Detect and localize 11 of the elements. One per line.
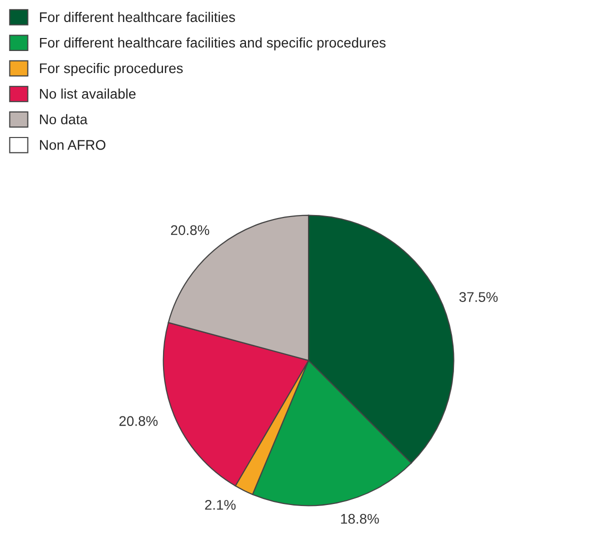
- legend-label: Non AFRO: [40, 140, 106, 150]
- legend-label: For specific procedures: [40, 62, 183, 76]
- legend-label: For different healthcare facilities: [40, 12, 235, 22]
- legend-label: No list available: [40, 88, 136, 99]
- data-label: 20.8%: [171, 225, 210, 236]
- data-label: 18.8%: [341, 514, 379, 524]
- legend-label: For different healthcare facilities and specific procedures: [40, 37, 386, 50]
- data-label: 2.1%: [205, 500, 236, 510]
- legend-label: No data: [40, 114, 88, 124]
- data-label: 20.8%: [119, 416, 158, 426]
- data-label: 37.5%: [459, 292, 498, 302]
